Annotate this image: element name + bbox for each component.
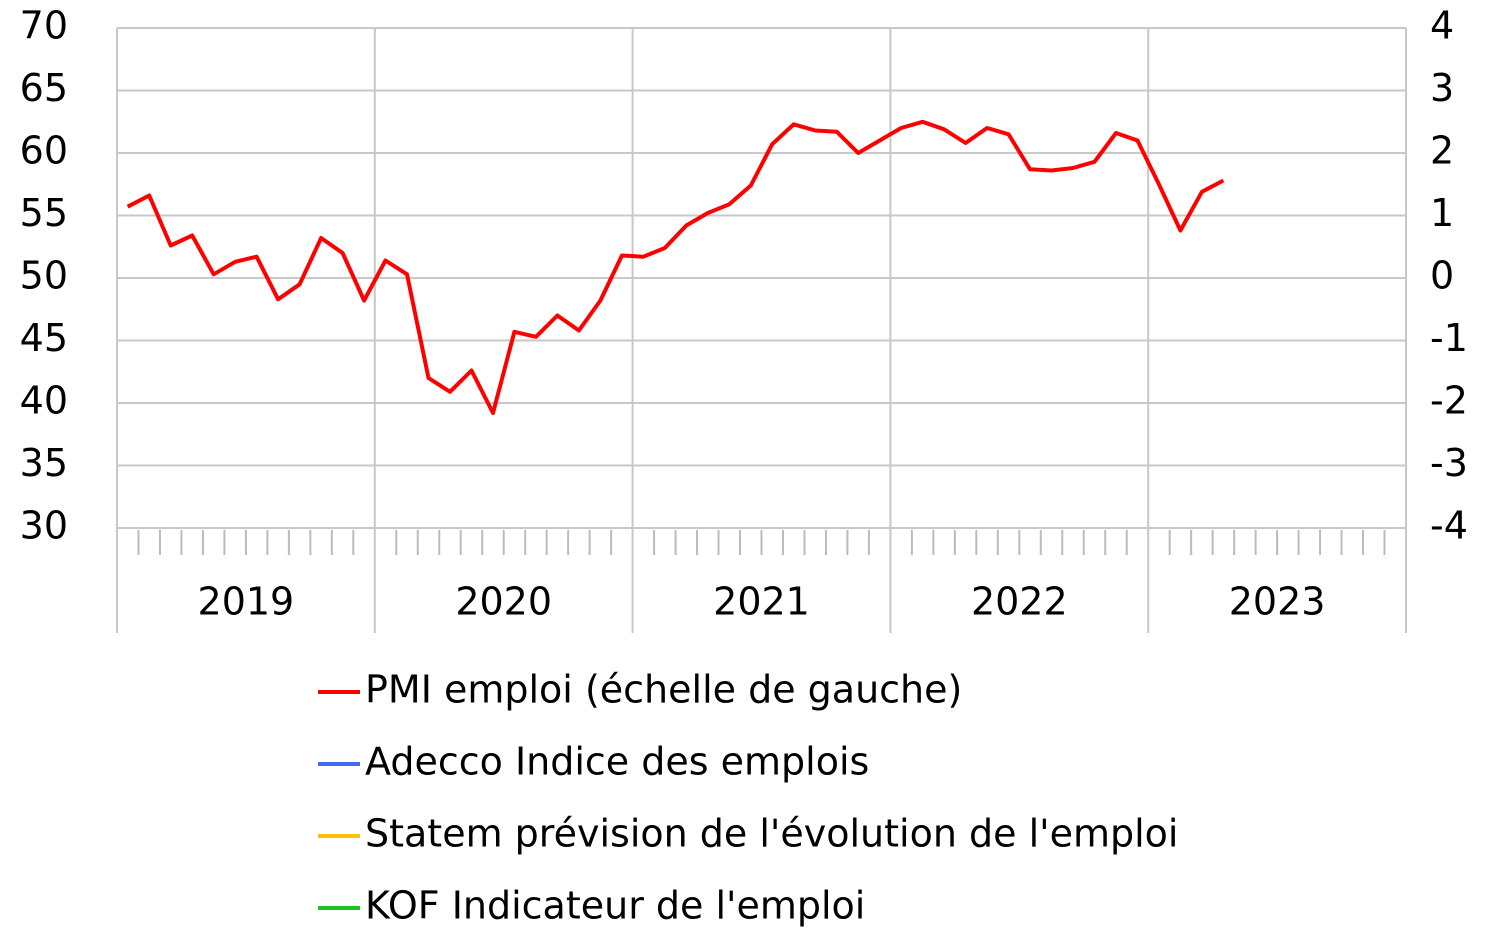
y2-tick-label: -1 — [1430, 316, 1468, 360]
x-group-label: 2022 — [971, 580, 1068, 624]
y2-tick-label: -3 — [1430, 441, 1468, 485]
y-tick-label: 60 — [20, 129, 68, 173]
y-tick-label: 65 — [20, 66, 68, 110]
y2-tick-label: 2 — [1430, 129, 1454, 173]
legend-label: PMI emploi (échelle de gauche) — [365, 668, 962, 712]
x-group-label: 2019 — [198, 580, 295, 624]
y2-tick-label: -2 — [1430, 379, 1468, 423]
legend-label: Statem prévision de l'évolution de l'emp… — [365, 812, 1178, 856]
series-line — [126, 119, 1225, 415]
x-group-label: 2021 — [713, 580, 810, 624]
legend-label: KOF Indicateur de l'emploi — [365, 884, 865, 928]
y2-tick-label: -4 — [1430, 504, 1468, 548]
y-tick-label: 45 — [20, 316, 68, 360]
x-group-label: 2020 — [455, 580, 552, 624]
y2-tick-label: 3 — [1430, 66, 1454, 110]
y-tick-label: 35 — [20, 441, 68, 485]
x-group-label: 2023 — [1229, 580, 1326, 624]
y2-tick-label: 0 — [1430, 254, 1454, 298]
legend-label: Adecco Indice des emplois — [365, 740, 869, 784]
y-tick-label: 40 — [20, 379, 68, 423]
y-tick-label: 30 — [20, 504, 68, 548]
y-tick-label: 50 — [20, 254, 68, 298]
y-tick-label: 55 — [20, 191, 68, 235]
y-tick-label: 70 — [20, 4, 68, 48]
y2-tick-label: 1 — [1430, 191, 1454, 235]
y2-tick-label: 4 — [1430, 4, 1454, 48]
